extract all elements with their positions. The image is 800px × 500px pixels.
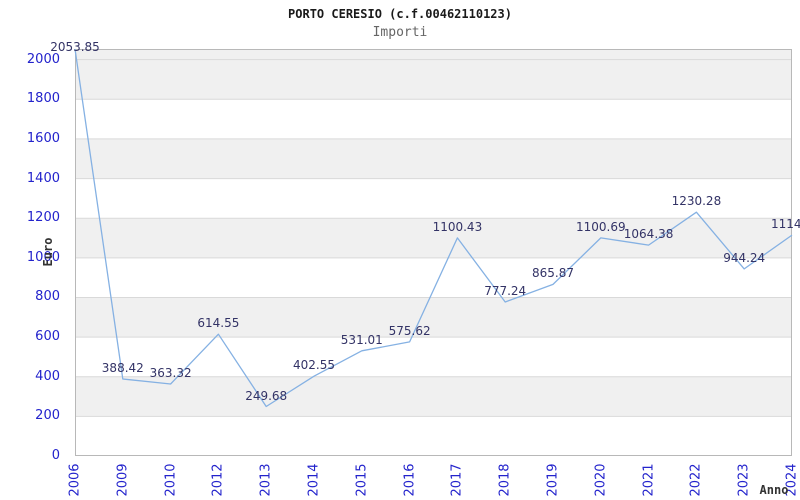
plot-band xyxy=(75,218,792,258)
data-point-label: 1114.9 xyxy=(771,217,800,232)
x-axis-title: Anno xyxy=(759,483,789,497)
data-point-label: 777.24 xyxy=(484,283,527,298)
y-axis-title: Euro xyxy=(41,237,55,267)
data-point-label: 1064.38 xyxy=(623,227,674,242)
data-point-label: 1230.28 xyxy=(671,194,722,209)
plot-border xyxy=(75,49,792,456)
x-tick-label: 2012 xyxy=(210,463,226,497)
x-tick-label: 2009 xyxy=(115,463,131,497)
data-point-label: 1100.43 xyxy=(432,219,483,234)
x-tick-label: 2016 xyxy=(402,463,418,497)
data-point-label: 2053.85 xyxy=(50,40,100,54)
data-point-label: 1100.69 xyxy=(575,219,626,234)
x-tick-label: 2022 xyxy=(688,463,704,497)
data-point-label: 575.62 xyxy=(388,323,431,338)
y-tick-label: 400 xyxy=(35,368,60,384)
x-tick-label: 2021 xyxy=(641,463,657,497)
data-point-label: 531.01 xyxy=(340,332,383,347)
data-point-label: 614.55 xyxy=(197,316,240,331)
y-tick-label: 1800 xyxy=(26,91,60,107)
x-tick-label: 2018 xyxy=(497,463,513,497)
chart-title: PORTO CERESIO (c.f.00462110123) xyxy=(288,7,512,21)
x-tick-label: 2010 xyxy=(163,463,179,497)
y-tick-label: 1400 xyxy=(26,170,60,186)
x-tick-label: 2019 xyxy=(545,463,561,497)
data-point-label: 249.68 xyxy=(245,388,288,403)
y-tick-label: 1200 xyxy=(26,210,60,226)
x-tick-label: 2017 xyxy=(449,463,465,497)
chart-subtitle: Importi xyxy=(372,25,428,40)
plot-band xyxy=(75,138,792,179)
x-tick-label: 2013 xyxy=(258,463,274,497)
y-tick-label: 600 xyxy=(35,329,60,345)
y-tick-label: 2000 xyxy=(26,51,60,67)
plot-band xyxy=(75,49,792,100)
data-point-label: 363.32 xyxy=(149,366,192,380)
y-tick-label: 1600 xyxy=(26,130,60,146)
plot-band xyxy=(75,297,792,338)
y-tick-label: 1000 xyxy=(26,249,60,265)
line-series xyxy=(74,48,793,408)
data-point-label: 944.24 xyxy=(723,250,766,265)
x-tick-label: 2023 xyxy=(736,463,752,497)
plot-band xyxy=(75,376,792,417)
data-point-label: 388.42 xyxy=(101,361,144,376)
x-tick-label: 2020 xyxy=(593,463,609,497)
data-point-label: 402.55 xyxy=(293,358,335,373)
data-point-label: 865.87 xyxy=(532,266,574,281)
x-tick-label: 2015 xyxy=(354,463,370,497)
x-tick-label: 2006 xyxy=(67,463,83,497)
y-tick-label: 200 xyxy=(35,408,60,424)
x-tick-label: 2014 xyxy=(306,463,322,497)
y-tick-label: 0 xyxy=(51,448,60,463)
y-tick-label: 800 xyxy=(35,289,60,305)
